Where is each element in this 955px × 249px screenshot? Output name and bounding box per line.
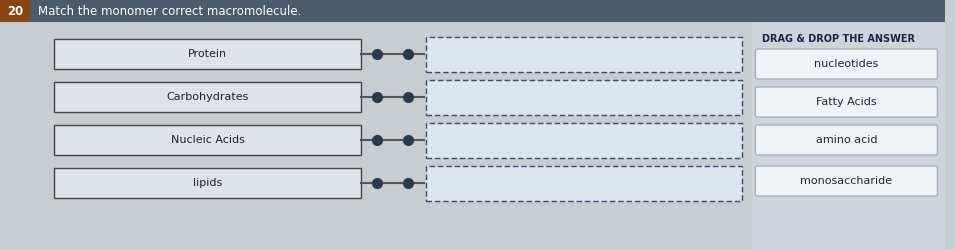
Text: Fatty Acids: Fatty Acids (817, 97, 877, 107)
FancyBboxPatch shape (755, 87, 938, 117)
Bar (426, 166, 742, 200)
Bar (54, 125, 361, 155)
Text: amino acid: amino acid (816, 135, 877, 145)
Bar (54, 82, 361, 112)
FancyBboxPatch shape (755, 49, 938, 79)
Bar (54, 168, 361, 198)
Text: Nucleic Acids: Nucleic Acids (171, 135, 244, 145)
Bar (753, 22, 945, 249)
Bar (0, 0, 945, 22)
Bar (426, 123, 742, 158)
Text: nucleotides: nucleotides (815, 59, 879, 69)
Text: lipids: lipids (193, 178, 223, 188)
Text: Carbohydrates: Carbohydrates (167, 92, 249, 102)
Text: Match the monomer correct macromolecule.: Match the monomer correct macromolecule. (37, 4, 301, 17)
Text: monosaccharide: monosaccharide (800, 176, 892, 186)
FancyBboxPatch shape (755, 166, 938, 196)
Bar (426, 79, 742, 115)
Text: 20: 20 (7, 4, 23, 17)
Bar (426, 37, 742, 71)
Bar (0, 0, 30, 22)
Text: Protein: Protein (188, 49, 227, 59)
FancyBboxPatch shape (755, 125, 938, 155)
Bar (54, 39, 361, 69)
Text: DRAG & DROP THE ANSWER: DRAG & DROP THE ANSWER (762, 34, 915, 44)
